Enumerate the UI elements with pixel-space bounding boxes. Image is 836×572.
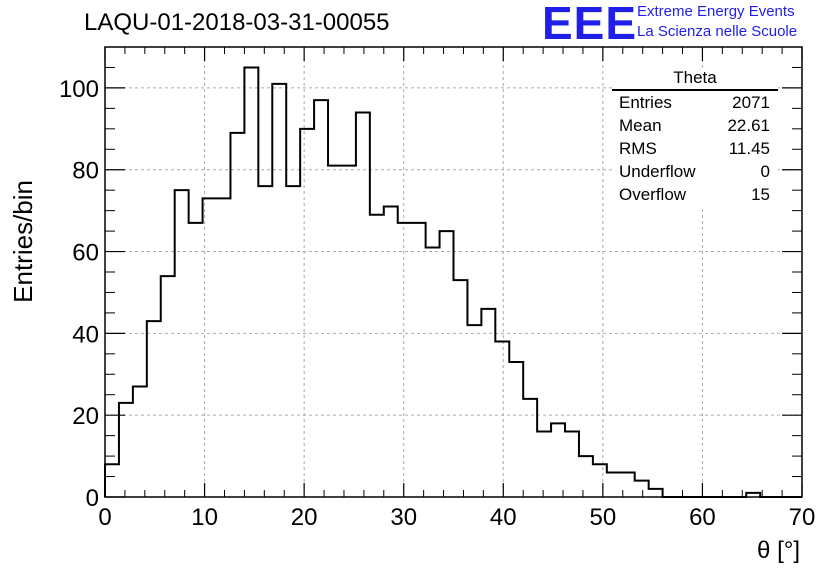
x-tick-label: 10 bbox=[191, 504, 218, 531]
stats-row-underflow: Underflow 0 bbox=[612, 160, 778, 183]
y-tick-label: 100 bbox=[59, 76, 99, 103]
y-tick-label: 60 bbox=[72, 240, 99, 267]
stats-value: 15 bbox=[751, 185, 770, 204]
stats-value: 11.45 bbox=[728, 139, 770, 158]
y-tick-label: 20 bbox=[72, 403, 99, 430]
stats-row-rms: RMS 11.45 bbox=[612, 137, 778, 160]
x-tick-label: 20 bbox=[291, 504, 318, 531]
logo-caption-line1: Extreme Energy Events bbox=[637, 3, 795, 20]
x-tick-label: 0 bbox=[98, 504, 111, 531]
x-axis-label: θ [°] bbox=[757, 537, 800, 564]
x-tick-label: 40 bbox=[490, 504, 517, 531]
x-tick-label: 30 bbox=[390, 504, 417, 531]
stats-label: Underflow bbox=[619, 162, 696, 181]
eee-logo: EEE bbox=[542, 0, 638, 49]
logo-caption-line2: La Scienza nelle Scuole bbox=[637, 23, 798, 40]
stats-row-overflow: Overflow 15 bbox=[612, 183, 778, 206]
logo-caption: Extreme Energy Events La Scienza nelle S… bbox=[637, 2, 797, 42]
stats-label: Entries bbox=[619, 93, 672, 112]
stats-value: 0 bbox=[760, 162, 770, 181]
chart-title: LAQU-01-2018-03-31-00055 bbox=[84, 9, 390, 36]
histogram-bins bbox=[104, 66, 802, 498]
tick-labels: 0 10 20 30 40 50 60 70 0 20 40 60 80 100 bbox=[59, 76, 815, 531]
x-tick-label: 50 bbox=[590, 504, 617, 531]
stats-row-entries: Entries 2071 bbox=[612, 91, 778, 114]
y-axis-label: Entries/bin bbox=[8, 180, 38, 303]
stats-label: Mean bbox=[619, 116, 662, 135]
x-tick-label: 60 bbox=[689, 504, 716, 531]
stats-title: Theta bbox=[612, 68, 778, 91]
stats-value: 22.61 bbox=[727, 116, 770, 135]
y-tick-label: 0 bbox=[86, 485, 99, 512]
stats-box: Theta Entries 2071 Mean 22.61 RMS 11.45 … bbox=[612, 68, 778, 206]
x-tick-label: 70 bbox=[789, 504, 816, 531]
stats-value: 2071 bbox=[732, 93, 770, 112]
y-tick-label: 80 bbox=[72, 158, 99, 185]
stats-label: RMS bbox=[619, 139, 657, 158]
axis-ticks bbox=[104, 46, 803, 498]
y-tick-label: 40 bbox=[72, 321, 99, 348]
histogram-outline bbox=[104, 66, 802, 498]
stats-label: Overflow bbox=[619, 185, 687, 204]
stats-row-mean: Mean 22.61 bbox=[612, 114, 778, 137]
